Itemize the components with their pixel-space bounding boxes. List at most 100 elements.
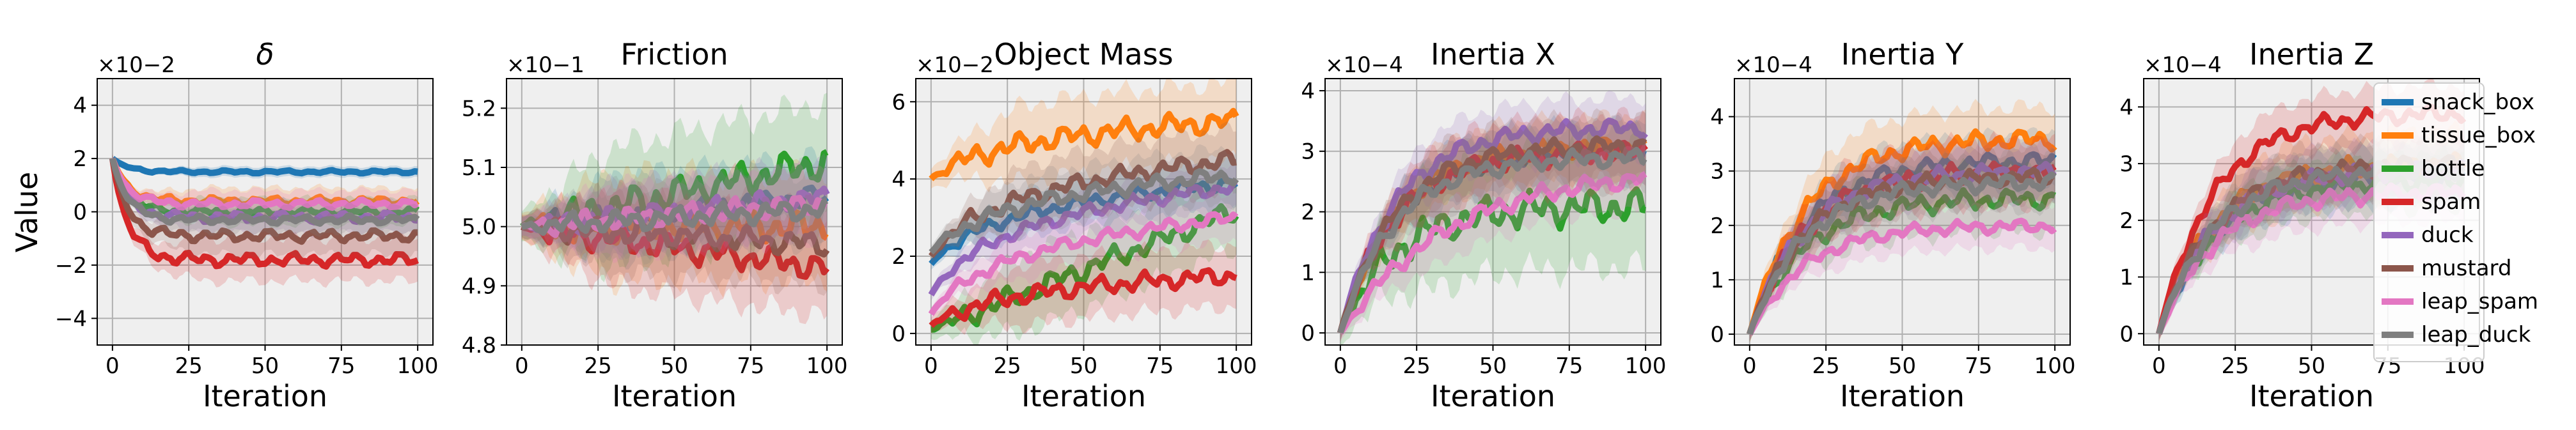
band-mustard [1340, 108, 1646, 341]
line-leap_spam [928, 211, 1239, 316]
axes-frame [1324, 78, 1661, 346]
y-tick-label: 2 [2119, 208, 2133, 234]
x-axis-label: Iteration [1431, 379, 1555, 413]
y-tick-label: 4 [1301, 79, 1315, 104]
x-axis-label: Iteration [203, 379, 327, 413]
x-tick-label: 75 [1555, 353, 1583, 379]
line-tissue_box [521, 208, 829, 248]
x-tick-label: 25 [2222, 353, 2249, 379]
y-tick-label: 2 [891, 244, 906, 270]
x-tick-label: 50 [1070, 353, 1097, 379]
line-tissue_box [929, 107, 1239, 181]
band-mustard [931, 121, 1237, 265]
x-tick-label: 75 [327, 353, 355, 379]
panel-title: Friction [620, 37, 728, 72]
x-tick-label: 50 [1479, 353, 1507, 379]
y-tick-label: 5.2 [462, 96, 496, 121]
band-leap_duck [1749, 147, 2055, 341]
axis-multiplier: ×10−4 [1734, 52, 1812, 78]
band-leap_spam [1749, 199, 2055, 340]
legend-label: spam [2421, 189, 2481, 215]
y-tick-label: −4 [55, 306, 87, 332]
band-tissue_box [1749, 98, 2055, 342]
x-tick-label: 50 [2298, 353, 2325, 379]
line-spam [929, 267, 1237, 328]
axis-multiplier: ×10−4 [2144, 52, 2222, 78]
y-tick-label: 4 [1710, 105, 1724, 130]
series-group [928, 79, 1239, 345]
x-tick-label: 25 [1403, 353, 1431, 379]
y-tick-label: 4 [891, 167, 906, 192]
line-leap_spam [1747, 217, 2057, 336]
line-leap_duck [1337, 146, 1647, 334]
panel-2: 0 25 50 75 100 4.8 4.9 5.0 5.1 5.2 ×10−1 Friction It… [462, 37, 848, 413]
axes-frame [506, 78, 843, 346]
legend-label: snack_box [2421, 89, 2534, 115]
band-leap_duck [1340, 119, 1646, 341]
band-spam [1749, 131, 2055, 342]
x-tick-label: 0 [1333, 353, 1347, 379]
y-tick-label: 1 [1710, 268, 1724, 293]
panel-3: 0 25 50 75 100 0 2 4 6 ×10−2 Object Mass Iteration [891, 37, 1257, 413]
line-leap_duck [929, 168, 1239, 255]
series-group [1747, 98, 2057, 342]
band-leap_spam [931, 191, 1237, 320]
y-tick-label: 1 [2119, 265, 2133, 291]
line-mustard [1337, 135, 1647, 334]
line-mustard [109, 158, 418, 245]
x-tick-label: 75 [737, 353, 764, 379]
panel-5: 0 25 50 75 100 0 1 2 3 4 ×10−4 Inertia Y Iteration [1710, 37, 2075, 413]
y-tick-label: −2 [55, 253, 87, 279]
axis-multiplier: ×10−1 [507, 52, 585, 78]
x-tick-label: 25 [585, 353, 612, 379]
series-group [109, 153, 420, 288]
x-tick-label: 0 [1743, 353, 1757, 379]
axes-frame [915, 78, 1252, 346]
y-tick-label: 4 [73, 93, 87, 119]
y-tick-label: 2 [73, 146, 87, 172]
line-bottle [520, 149, 829, 238]
x-axis-label: Iteration [1840, 379, 1965, 413]
legend-box [2373, 82, 2485, 362]
y-tick-label: 0 [891, 321, 906, 347]
x-tick-label: 75 [1146, 353, 1174, 379]
line-snack_box [110, 156, 418, 177]
y-tick-label: 3 [2119, 151, 2133, 177]
y-tick-label: 4.9 [462, 273, 496, 299]
legend-label: duck [2421, 222, 2474, 248]
panel-title: Object Mass [994, 37, 1173, 72]
y-tick-label: 0 [1301, 321, 1315, 346]
panel-4: 0 25 50 75 100 0 1 2 3 4 ×10−4 Inertia X Iteration [1301, 37, 1666, 413]
y-axis-label: Value [10, 172, 44, 252]
panel-title: Inertia X [1431, 37, 1555, 72]
line-tissue_box [1747, 128, 2057, 335]
x-tick-label: 25 [1812, 353, 1840, 379]
panel-title: δ [256, 37, 274, 72]
band-leap_duck [112, 155, 418, 237]
series-group [520, 93, 830, 325]
x-tick-label: 0 [106, 353, 120, 379]
legend-label: bottle [2421, 156, 2485, 181]
x-tick-label: 0 [924, 353, 938, 379]
x-tick-label: 75 [1965, 353, 1992, 379]
line-duck [928, 178, 1238, 296]
x-tick-label: 25 [994, 353, 1021, 379]
line-leap_spam [1337, 171, 1647, 335]
x-tick-label: 50 [1889, 353, 1916, 379]
line-bottle [1747, 187, 2056, 335]
band-duck [931, 158, 1237, 301]
x-tick-label: 100 [397, 353, 439, 379]
y-tick-label: 6 [891, 89, 906, 115]
legend-label: leap_spam [2421, 289, 2538, 314]
y-tick-label: 1 [1301, 260, 1315, 286]
x-tick-label: 100 [2034, 353, 2076, 379]
y-tick-label: 0 [1710, 322, 1724, 348]
x-tick-label: 50 [251, 353, 279, 379]
x-axis-label: Iteration [2249, 379, 2374, 413]
axis-multiplier: ×10−4 [1325, 52, 1403, 78]
y-tick-label: 3 [1301, 139, 1315, 165]
y-tick-label: 3 [1710, 159, 1724, 185]
line-leap_duck [109, 157, 420, 227]
band-tissue_box [1340, 109, 1646, 341]
